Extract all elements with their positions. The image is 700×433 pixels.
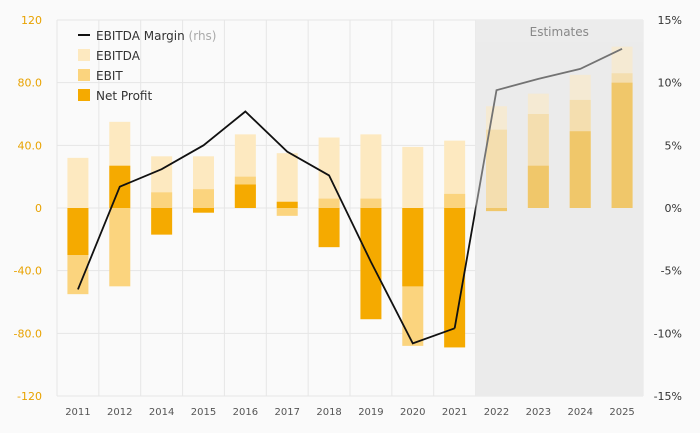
y-left-tick-label: -40.0 xyxy=(14,265,42,278)
y-left-tick-label: 40.0 xyxy=(18,139,43,152)
legend-label: EBIT xyxy=(96,69,123,83)
estimates-fade xyxy=(475,42,643,396)
y-right-tick-label: 10% xyxy=(658,77,682,90)
x-tick-label: 2011 xyxy=(65,407,90,418)
bar-ebitda xyxy=(318,137,340,208)
y-right-tick-label: 5% xyxy=(665,139,682,152)
bar-ebit xyxy=(151,192,173,208)
y-right-tick-label: -10% xyxy=(654,327,682,340)
bar-ebitda xyxy=(360,134,382,208)
bar-net-profit xyxy=(402,208,424,287)
bar-ebit xyxy=(193,189,214,208)
x-tick-label: 2023 xyxy=(526,407,551,418)
y-right-tick-label: 0% xyxy=(665,202,682,215)
y-right-tick-label: 15% xyxy=(658,14,682,27)
bar-net-profit xyxy=(67,208,89,255)
right-axis-ticks: 15% 10% 5% 0% -5% -10% -15% xyxy=(654,14,682,403)
y-left-tick-label: 0 xyxy=(35,202,42,215)
margin-line-estimate xyxy=(453,48,623,329)
legend-swatch xyxy=(78,49,90,61)
x-tick-label: 2016 xyxy=(233,407,258,418)
x-axis-ticks: 2011 2012 2014 2015 2016 2017 2018 2019 2020 2021… xyxy=(65,407,635,418)
y-right-tick-label: -15% xyxy=(654,390,682,403)
estimates-label: Estimates xyxy=(530,25,589,39)
bar-ebit xyxy=(318,198,340,208)
y-left-tick-label: 120 xyxy=(21,14,42,27)
bar-net-profit xyxy=(234,184,256,208)
bar-ebitda xyxy=(276,153,298,208)
bar-ebit xyxy=(444,193,466,208)
estimates-overlay xyxy=(475,42,643,396)
bar-net-profit xyxy=(318,208,340,248)
bar-net-profit xyxy=(151,208,173,235)
legend-label-suffix: (rhs) xyxy=(189,29,217,43)
x-tick-label: 2024 xyxy=(567,407,592,418)
bar-ebitda xyxy=(67,157,89,208)
x-tick-label: 2017 xyxy=(274,407,299,418)
y-left-tick-label: -80.0 xyxy=(14,327,42,340)
x-tick-label: 2014 xyxy=(149,407,174,418)
bar-net-profit xyxy=(569,131,591,208)
bar-net-profit xyxy=(276,201,298,208)
bar-net-profit xyxy=(486,208,507,212)
x-tick-label: 2019 xyxy=(358,407,383,418)
x-tick-label: 2015 xyxy=(191,407,216,418)
legend-label: EBITDA xyxy=(96,49,141,63)
bar-ebitda xyxy=(402,146,424,208)
margin-line xyxy=(77,48,623,345)
x-tick-label: 2025 xyxy=(609,407,634,418)
bar-ebit xyxy=(276,208,298,216)
x-tick-label: 2012 xyxy=(107,407,132,418)
y-right-tick-label: -5% xyxy=(661,265,682,278)
x-tick-label: 2020 xyxy=(400,407,425,418)
margin-line-actual xyxy=(77,110,455,345)
legend-label: Net Profit xyxy=(96,89,152,103)
x-tick-label: 2021 xyxy=(442,407,467,418)
bar-ebit xyxy=(486,129,507,208)
y-left-tick-label: -120 xyxy=(17,390,42,403)
left-axis-ticks: 120 80.0 40.0 0 -40.0 -80.0 -120 xyxy=(14,14,42,403)
bar-net-profit xyxy=(611,82,633,208)
bar-ebit xyxy=(109,208,131,287)
legend-swatch xyxy=(78,89,90,101)
bar-net-profit xyxy=(444,208,466,348)
legend-swatch xyxy=(78,69,90,81)
bar-net-profit xyxy=(193,208,214,213)
legend-label: EBITDA Margin (rhs) xyxy=(96,29,217,43)
y-left-tick-label: 80.0 xyxy=(18,77,43,90)
bar-net-profit xyxy=(527,165,549,208)
x-tick-label: 2022 xyxy=(484,407,509,418)
bar-ebitda xyxy=(444,140,466,208)
bar-ebit xyxy=(360,198,382,208)
x-tick-label: 2018 xyxy=(316,407,341,418)
legend: EBITDA Margin (rhs) EBITDA EBIT Net Profit xyxy=(78,29,217,103)
